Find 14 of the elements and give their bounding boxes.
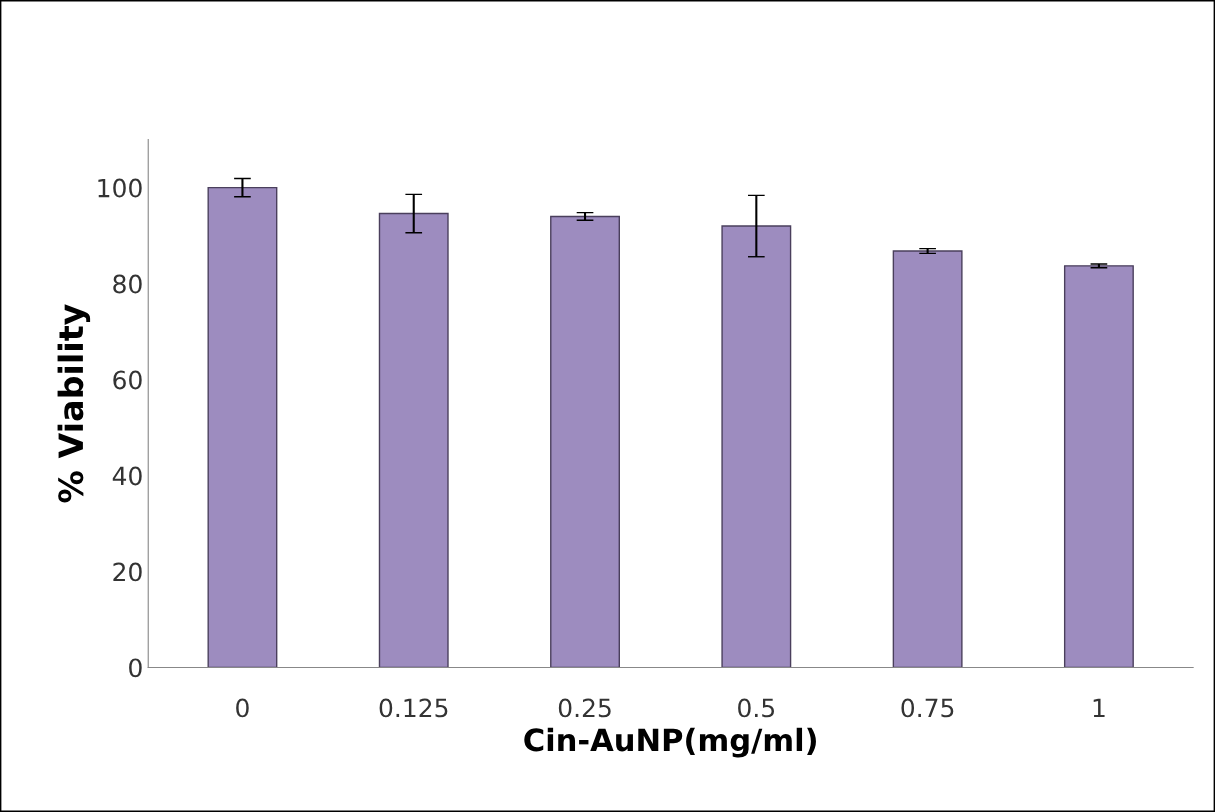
y-tick-label: 0 xyxy=(129,658,142,678)
y-tick-label: 60 xyxy=(113,370,142,390)
x-tick-label: 0.75 xyxy=(901,698,954,718)
x-tick-label: 1 xyxy=(1093,698,1105,718)
y-tick-label: 40 xyxy=(112,466,142,486)
y-tick-label: 80 xyxy=(113,274,142,294)
x-tick-label: 0.5 xyxy=(738,698,775,718)
y-axis-title: % Viability xyxy=(57,304,91,503)
x-tick-label: 0 xyxy=(236,698,249,718)
y-tick-label: 100 xyxy=(98,178,142,198)
x-tick-label: 0.25 xyxy=(558,698,611,718)
y-tick-label: 20 xyxy=(113,562,142,582)
x-tick-label: 0.125 xyxy=(379,698,448,718)
x-axis-title: Cin-AuNP(mg/ml) xyxy=(524,727,816,758)
